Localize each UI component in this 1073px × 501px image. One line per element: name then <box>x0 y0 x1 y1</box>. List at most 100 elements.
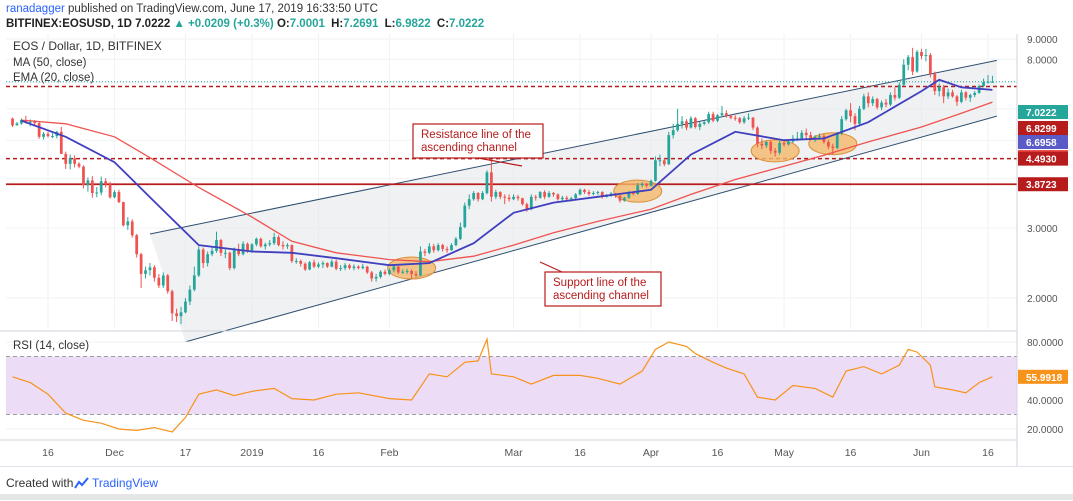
candle-body <box>467 199 471 206</box>
candle-body <box>915 51 919 72</box>
candle-body <box>481 192 484 200</box>
rsi-badge-bg <box>1018 369 1068 384</box>
candle-body <box>560 197 564 200</box>
open-label: O: <box>276 18 290 30</box>
candle-body <box>897 84 901 98</box>
candle-body <box>751 117 755 128</box>
support-annotation-line1: Support line of the <box>553 277 646 289</box>
time-axis[interactable]: 16 Dec 17 2019 16 Feb Mar 16 Apr 16 May 16 Jun 16 <box>0 439 1017 459</box>
candle-body <box>924 55 928 57</box>
rsi-legend: RSI (14, close) <box>13 340 89 352</box>
time-tick-label: 16 <box>313 447 325 459</box>
bottom-strip <box>0 494 1073 500</box>
candle-body <box>286 245 289 247</box>
resistance-annotation: Resistance line of the ascending channel <box>412 123 544 167</box>
candle-body <box>671 130 675 136</box>
candle-body <box>299 260 303 264</box>
candle-body <box>277 237 280 246</box>
candle-body <box>445 248 449 251</box>
candle-body <box>747 117 750 119</box>
candle-body <box>951 92 954 97</box>
candle-body <box>835 133 839 148</box>
candle-body <box>122 202 125 226</box>
candle-body <box>543 192 546 197</box>
candle-body <box>219 240 223 253</box>
price-tick-label: 9.0000 <box>1027 35 1058 46</box>
candle-body <box>188 289 192 302</box>
candle-body <box>104 181 108 185</box>
candle-body <box>42 133 45 137</box>
tradingview-link[interactable]: TradingView <box>92 476 159 490</box>
candle-body <box>77 163 81 167</box>
candle-body <box>729 115 733 118</box>
candle-body <box>11 118 14 126</box>
candle-body <box>454 238 458 246</box>
level-badge-middle: 4.4930 <box>1026 155 1057 166</box>
candle-body <box>742 118 746 123</box>
tradingview-logo-icon <box>74 477 89 489</box>
support-annotation: Support line of the ascending channel <box>539 261 662 307</box>
horizontal-levels <box>6 85 1017 186</box>
candle-body <box>175 313 178 317</box>
candle-body <box>24 120 28 123</box>
candle-body <box>640 183 644 186</box>
candle-body <box>804 132 808 136</box>
candle-body <box>627 192 631 198</box>
candle-body <box>964 92 968 98</box>
candle-body <box>529 196 533 210</box>
candle-body <box>441 245 444 249</box>
candle-body <box>272 237 276 244</box>
candle-body <box>623 197 626 201</box>
candle-body <box>303 263 307 270</box>
candle-body <box>246 243 249 252</box>
candle-body <box>130 221 134 236</box>
candle-body <box>711 114 715 121</box>
resistance-annotation-box <box>412 123 544 159</box>
candle-body <box>494 192 498 197</box>
candle-body <box>250 244 254 252</box>
rsi-badge: 55.9918 <box>1026 373 1063 384</box>
level-badge-upper-bg <box>1018 121 1068 135</box>
candle-body <box>831 146 835 148</box>
candle-body <box>357 266 360 269</box>
candle-body <box>858 108 861 124</box>
candle-body <box>423 251 427 253</box>
candle-body <box>920 51 923 57</box>
candle-body <box>126 221 130 226</box>
candle-body <box>667 135 671 165</box>
candle-body <box>90 180 94 193</box>
symbol-name: BITFINEX:EOSUSD, 1D <box>6 18 132 30</box>
rsi-pane <box>6 336 1017 433</box>
candle-body <box>46 133 50 137</box>
candle-body <box>738 118 742 123</box>
candle-body <box>498 192 502 197</box>
ema-legend: EMA (20, close) <box>13 72 94 84</box>
candle-body <box>237 249 241 255</box>
author-link[interactable]: ranadagger <box>6 3 65 15</box>
price-pane <box>6 34 1017 343</box>
candle-body <box>64 153 68 164</box>
candle-body <box>348 265 351 269</box>
candle-body <box>294 260 298 262</box>
candle-body <box>405 270 409 272</box>
candle-body <box>982 82 985 87</box>
candle-body <box>716 115 719 121</box>
candle-body <box>361 266 365 269</box>
candle-body <box>401 271 405 273</box>
candle-body <box>352 266 356 269</box>
candle-body <box>512 196 515 200</box>
candle-body <box>108 184 112 198</box>
candle-body <box>144 270 147 274</box>
candle-body <box>396 266 400 273</box>
candle-body <box>720 113 724 116</box>
last-price-badge-bg <box>1018 105 1068 119</box>
candle-body <box>201 249 205 264</box>
candle-body <box>161 275 165 286</box>
candle-body <box>991 81 994 83</box>
published-text: published on TradingView.com, June 17, 2… <box>68 3 378 15</box>
candle-body <box>516 196 520 199</box>
publish-info: ranadagger published on TradingView.com,… <box>6 3 378 15</box>
resistance-annotation-line2: ascending channel <box>421 142 517 154</box>
candle-body <box>339 268 343 270</box>
